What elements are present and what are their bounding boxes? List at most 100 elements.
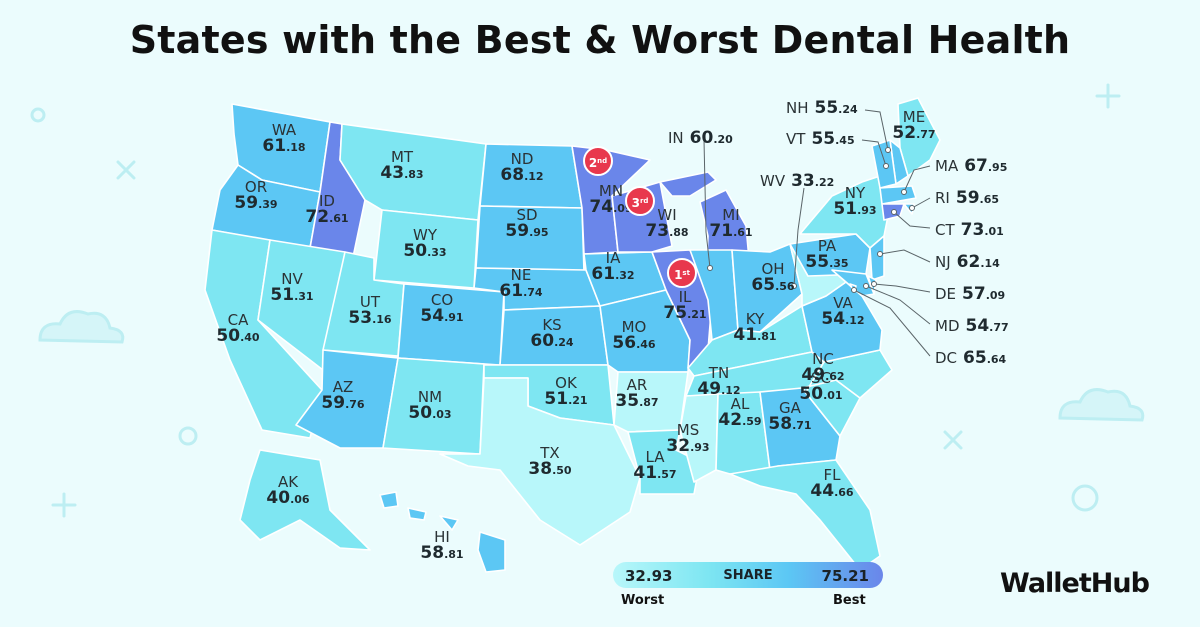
state-value-int: 59 bbox=[234, 193, 259, 213]
state-abbr: TX bbox=[540, 444, 560, 462]
state-value-dec: .33 bbox=[427, 246, 447, 259]
state-value-int: 54 bbox=[821, 309, 846, 329]
label-de: DE 57.09 bbox=[935, 286, 1005, 303]
state-abbr: FL bbox=[823, 466, 841, 484]
state-abbr: NV bbox=[281, 270, 303, 288]
state-value-int: 49 bbox=[697, 379, 722, 399]
state-value-dec: .06 bbox=[290, 493, 310, 506]
state-abbr: IA bbox=[605, 249, 621, 267]
label-ia: IA 61.32 bbox=[591, 251, 634, 283]
state-value-int: 65 bbox=[963, 348, 987, 368]
label-nj: NJ 62.14 bbox=[935, 254, 1000, 271]
state-value-dec: .76 bbox=[345, 398, 365, 411]
state-value-int: 54 bbox=[420, 306, 445, 326]
state-value-int: 61 bbox=[262, 136, 287, 156]
state-value-dec: .18 bbox=[286, 141, 306, 154]
state-value-dec: .88 bbox=[669, 226, 689, 239]
page-title: States with the Best & Worst Dental Heal… bbox=[129, 18, 1071, 62]
label-ct: CT 73.01 bbox=[935, 222, 1004, 239]
state-abbr: VA bbox=[833, 294, 853, 312]
state-value-dec: .77 bbox=[916, 128, 936, 141]
state-value-int: 68 bbox=[500, 165, 525, 185]
leader-dot-nj bbox=[877, 251, 883, 257]
state-value-int: 44 bbox=[810, 481, 835, 501]
state-value-dec: .74 bbox=[523, 286, 543, 299]
state-value-dec: .12 bbox=[524, 170, 544, 183]
label-ga: GA 58.71 bbox=[768, 401, 811, 433]
state-value-int: 43 bbox=[380, 163, 405, 183]
label-ny: NY 51.93 bbox=[833, 186, 876, 218]
label-ar: AR 35.87 bbox=[615, 378, 658, 410]
leader-line-in bbox=[703, 139, 711, 269]
label-nm: NM 50.03 bbox=[408, 390, 451, 422]
label-fl: FL 44.66 bbox=[810, 468, 853, 500]
wallethub-logo: WalletHub bbox=[1000, 568, 1150, 599]
state-value-int: 41 bbox=[733, 325, 758, 345]
state-value-dec: .32 bbox=[615, 269, 635, 282]
state-value-int: 33 bbox=[791, 171, 815, 191]
state-abbr: KS bbox=[542, 316, 562, 334]
state-abbr: IN bbox=[668, 129, 684, 147]
state-value-int: 52 bbox=[892, 123, 917, 143]
leader-dot-nh bbox=[885, 147, 891, 153]
state-abbr: ID bbox=[319, 192, 335, 210]
state-abbr: NC bbox=[812, 350, 834, 368]
state-value-dec: .61 bbox=[329, 212, 349, 225]
state-value-dec: .93 bbox=[690, 441, 710, 454]
label-nd: ND 68.12 bbox=[500, 152, 543, 184]
state-abbr: LA bbox=[645, 448, 665, 466]
state-value-int: 72 bbox=[305, 207, 330, 227]
state-abbr: SD bbox=[516, 206, 538, 224]
state-value-dec: .24 bbox=[554, 336, 574, 349]
state-value-int: 75 bbox=[663, 303, 688, 323]
label-ri: RI 59.65 bbox=[935, 190, 999, 207]
state-value-dec: .14 bbox=[980, 257, 1000, 270]
label-wi: WI 73.88 bbox=[645, 208, 688, 240]
legend-worst-label: Worst bbox=[621, 593, 665, 608]
state-value-dec: .45 bbox=[835, 134, 855, 147]
state-value-dec: .24 bbox=[838, 103, 858, 116]
state-abbr: AZ bbox=[332, 378, 354, 396]
label-hi: HI 58.81 bbox=[420, 530, 463, 562]
state-abbr: SC bbox=[810, 369, 831, 387]
leader-line-wv bbox=[793, 187, 805, 287]
state-value-int: 61 bbox=[591, 264, 616, 284]
leader-lines bbox=[703, 109, 931, 357]
state-value-int: 35 bbox=[615, 391, 640, 411]
label-ut: UT 53.16 bbox=[348, 295, 391, 327]
state-abbr: WI bbox=[657, 206, 677, 224]
state-abbr: MA bbox=[935, 157, 959, 175]
rank-suffix: rd bbox=[639, 197, 649, 205]
state-value-dec: .39 bbox=[258, 198, 278, 211]
state-abbr: MD bbox=[935, 317, 960, 335]
label-al: AL 42.59 bbox=[718, 397, 761, 429]
state-value-dec: .62 bbox=[825, 370, 845, 383]
state-abbr: GA bbox=[779, 399, 801, 417]
leader-line-vt bbox=[861, 139, 887, 167]
state-value-int: 65 bbox=[751, 275, 776, 295]
label-me: ME 52.77 bbox=[892, 110, 935, 142]
leader-dot-ct bbox=[891, 209, 897, 215]
state-abbr: OR bbox=[244, 178, 268, 196]
leader-dot-wv bbox=[791, 283, 797, 289]
state-ms bbox=[679, 393, 719, 483]
state-abbr: CO bbox=[430, 291, 454, 309]
state-value-dec: .21 bbox=[687, 308, 707, 321]
state-value-int: 54 bbox=[965, 316, 990, 336]
leader-dot-vt bbox=[883, 163, 889, 169]
state-value-dec: .81 bbox=[757, 330, 777, 343]
state-abbr: ME bbox=[902, 108, 926, 126]
state-value-dec: .61 bbox=[733, 226, 753, 239]
state-abbr: PA bbox=[817, 237, 837, 255]
label-dc: DC 65.64 bbox=[935, 350, 1006, 367]
state-abbr: MO bbox=[621, 318, 647, 336]
state-value-int: 50 bbox=[408, 403, 433, 423]
state-value-dec: .81 bbox=[444, 548, 464, 561]
state-value-dec: .65 bbox=[979, 193, 1000, 206]
state-value-dec: .20 bbox=[713, 133, 733, 146]
label-ca: CA 50.40 bbox=[216, 313, 259, 345]
state-abbr: TN bbox=[708, 364, 730, 382]
state-value-dec: .46 bbox=[636, 338, 656, 351]
state-abbr: NJ bbox=[935, 253, 951, 271]
leader-dot-in bbox=[707, 265, 713, 271]
